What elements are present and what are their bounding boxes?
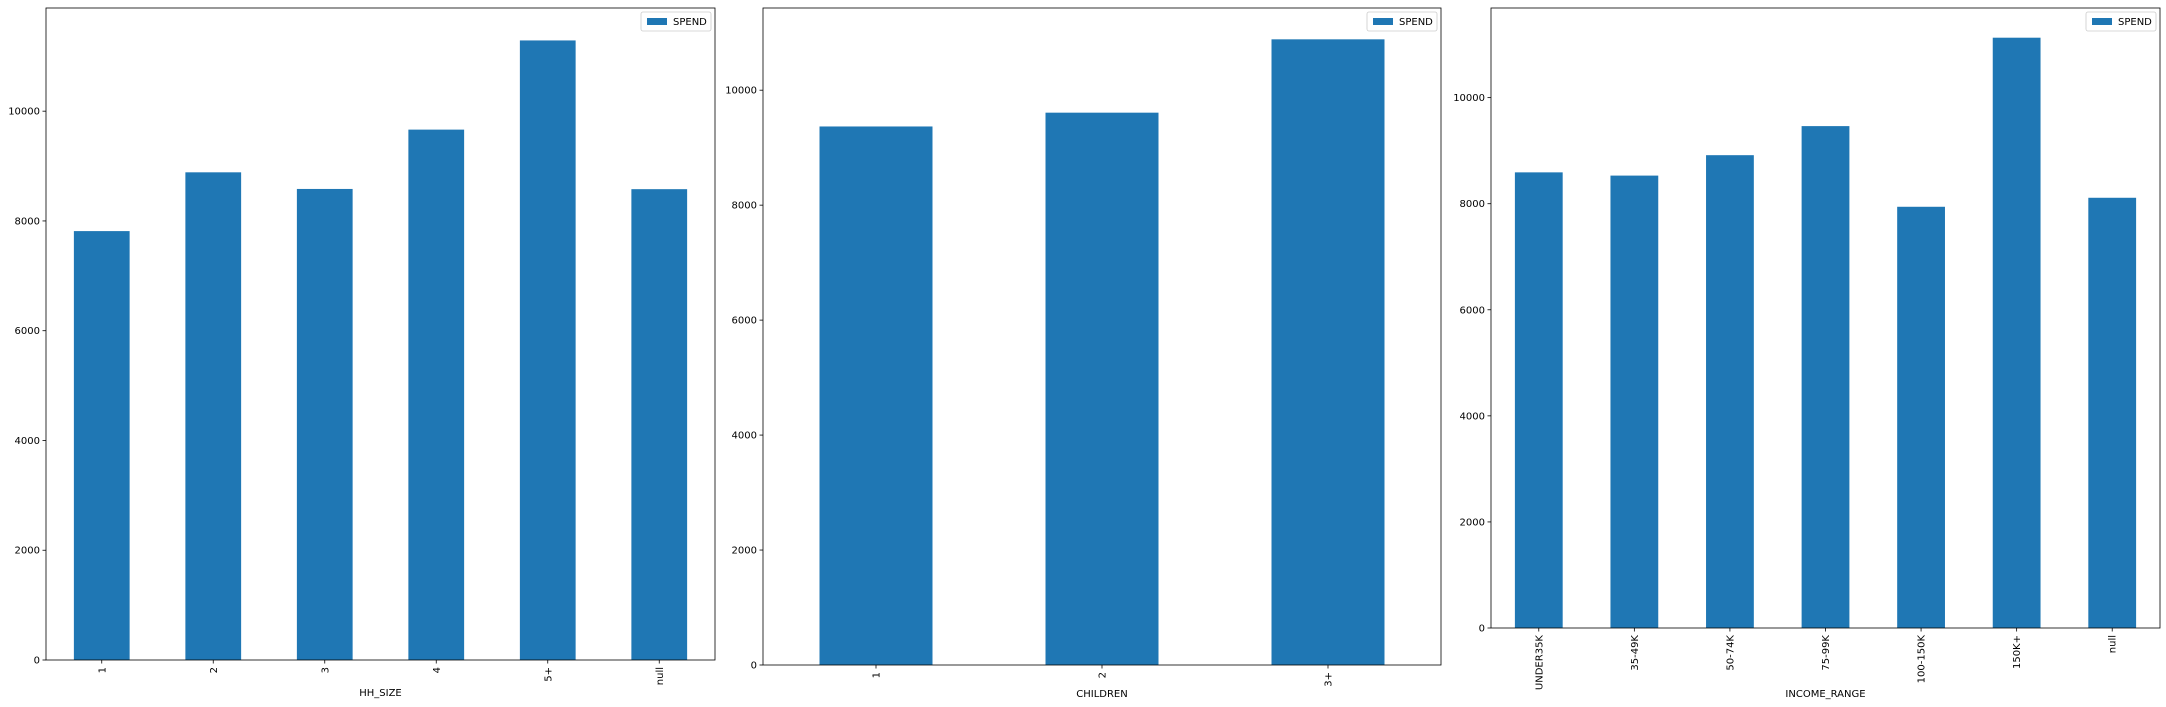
chart-2: 0 2000 4000 6000 8000 10000 1 2 3+ CHILDREN SPEND: [725, 7, 1442, 700]
y-tick-label: 0: [34, 656, 40, 667]
x-tick-label: 2: [1098, 672, 1109, 678]
bar-null: [631, 189, 688, 661]
legend-swatch: [647, 18, 667, 25]
x-tick-label: 50-74K: [1725, 635, 1736, 671]
y-tick-label: 8000: [15, 216, 40, 227]
x-tick-label: 35-49K: [1630, 635, 1641, 671]
x-tick-label: 100-150K: [1917, 635, 1928, 684]
y-tick-label: 6000: [1460, 305, 1485, 316]
x-tick-label: 1: [97, 667, 108, 673]
y-tick-label: 10000: [725, 86, 757, 97]
bar-3: [296, 188, 353, 660]
chart-3: 0 2000 4000 6000 8000 10000 UNDER35K 35-49K 50-7…: [1453, 7, 2161, 700]
bar-2: [185, 172, 242, 660]
y-tick-label: 8000: [1460, 199, 1485, 210]
legend: SPEND: [640, 11, 712, 32]
bar-100-150K: [1897, 206, 1945, 628]
bar-150K+: [1992, 37, 2041, 628]
bar-75-99K: [1801, 126, 1850, 629]
x-tick-label: null: [2108, 635, 2119, 653]
y-tick-label: 4000: [1460, 411, 1485, 422]
axes-frame: [45, 7, 716, 661]
bar-50-74K: [1706, 155, 1754, 628]
bar-5+: [519, 40, 576, 660]
legend-swatch: [2092, 18, 2112, 25]
bar-35-49K: [1610, 175, 1659, 628]
y-tick-label: 4000: [732, 431, 757, 442]
bar-4: [408, 129, 465, 660]
bar-UNDER35K: [1514, 172, 1563, 629]
x-axis-label: INCOME_RANGE: [1785, 689, 1865, 700]
y-tick-label: 4000: [15, 436, 40, 447]
y-tick-label: 8000: [732, 201, 757, 212]
y-tick-label: 2000: [15, 546, 40, 557]
x-tick-label: 2: [209, 667, 220, 673]
y-tick-label: 10000: [1453, 93, 1485, 104]
bar-2: [1045, 112, 1159, 666]
y-tick-label: 6000: [732, 316, 757, 327]
legend: SPEND: [1366, 11, 1438, 32]
legend-label: SPEND: [2118, 17, 2152, 28]
x-tick-label: 150K+: [2012, 635, 2023, 669]
chart-1: 0 2000 4000 6000 8000 10000 1 2 3 4 5+ null HH_SIZE S…: [8, 7, 716, 699]
legend-swatch: [1373, 18, 1393, 25]
legend-box: [1366, 11, 1438, 32]
x-tick-label: 3: [320, 667, 331, 673]
x-tick-label: 3+: [1324, 672, 1335, 687]
y-tick-label: 2000: [1460, 517, 1485, 528]
bar-null: [2088, 197, 2137, 628]
legend: SPEND: [2085, 11, 2157, 32]
x-tick-label: UNDER35K: [1534, 635, 1545, 690]
legend-label: SPEND: [1399, 17, 1433, 28]
y-tick-label: 10000: [8, 107, 40, 118]
x-tick-label: 4: [432, 667, 443, 673]
bar-3+: [1271, 39, 1385, 665]
legend-box: [640, 11, 712, 32]
bar-1: [819, 126, 933, 666]
x-tick-label: 1: [872, 672, 883, 678]
x-axis-label: HH_SIZE: [359, 688, 402, 699]
legend-box: [2085, 11, 2157, 32]
y-tick-label: 6000: [15, 326, 40, 337]
legend-label: SPEND: [673, 17, 707, 28]
x-tick-label: null: [655, 667, 666, 685]
x-axis-label: CHILDREN: [1076, 689, 1127, 700]
y-tick-label: 0: [751, 661, 757, 672]
y-tick-label: 2000: [732, 546, 757, 557]
bar-1: [73, 231, 130, 660]
x-tick-label: 5+: [543, 667, 554, 682]
x-tick-label: 75-99K: [1821, 635, 1832, 671]
y-tick-label: 0: [1479, 624, 1485, 635]
